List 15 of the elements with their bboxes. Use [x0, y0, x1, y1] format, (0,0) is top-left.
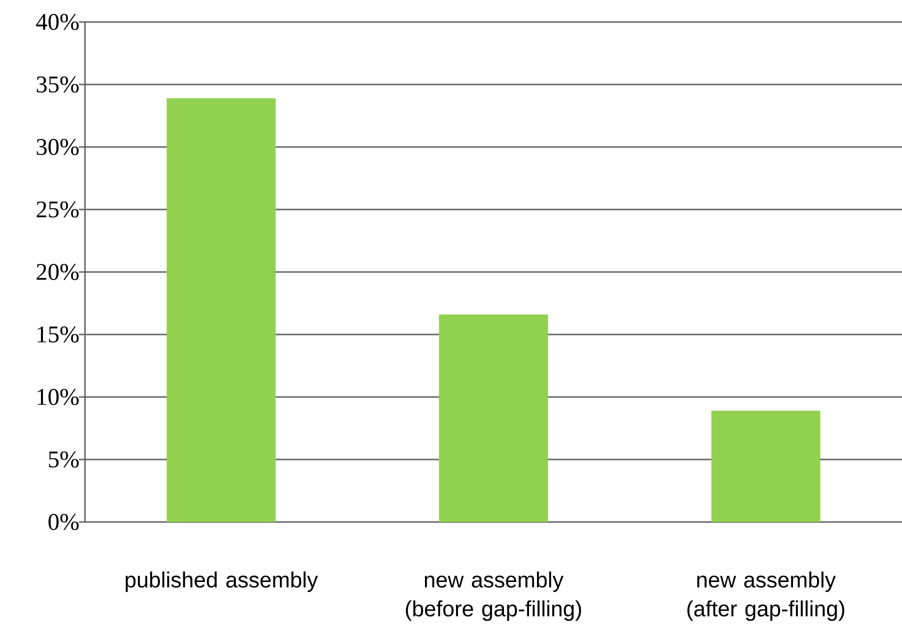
x-tick-label: new assembly (before gap-filling)	[406, 572, 582, 621]
y-tick-label: 5%	[48, 451, 79, 468]
y-tick-label: 15%	[38, 326, 79, 343]
x-tick-label: published assembly	[126, 572, 318, 592]
x-tick-label: new assembly (after gap-filling)	[687, 572, 844, 621]
bar	[166, 98, 276, 522]
y-tick-label: 30%	[36, 138, 79, 156]
y-tick-label: 20%	[36, 264, 79, 280]
y-tick-label: 40%	[36, 14, 79, 30]
bar	[439, 314, 548, 522]
y-tick-label: 10%	[38, 388, 79, 406]
bar	[711, 410, 820, 522]
y-tick-label: 35%	[36, 76, 79, 93]
y-tick-label: 25%	[36, 201, 79, 218]
y-tick-label: 0%	[48, 514, 79, 530]
